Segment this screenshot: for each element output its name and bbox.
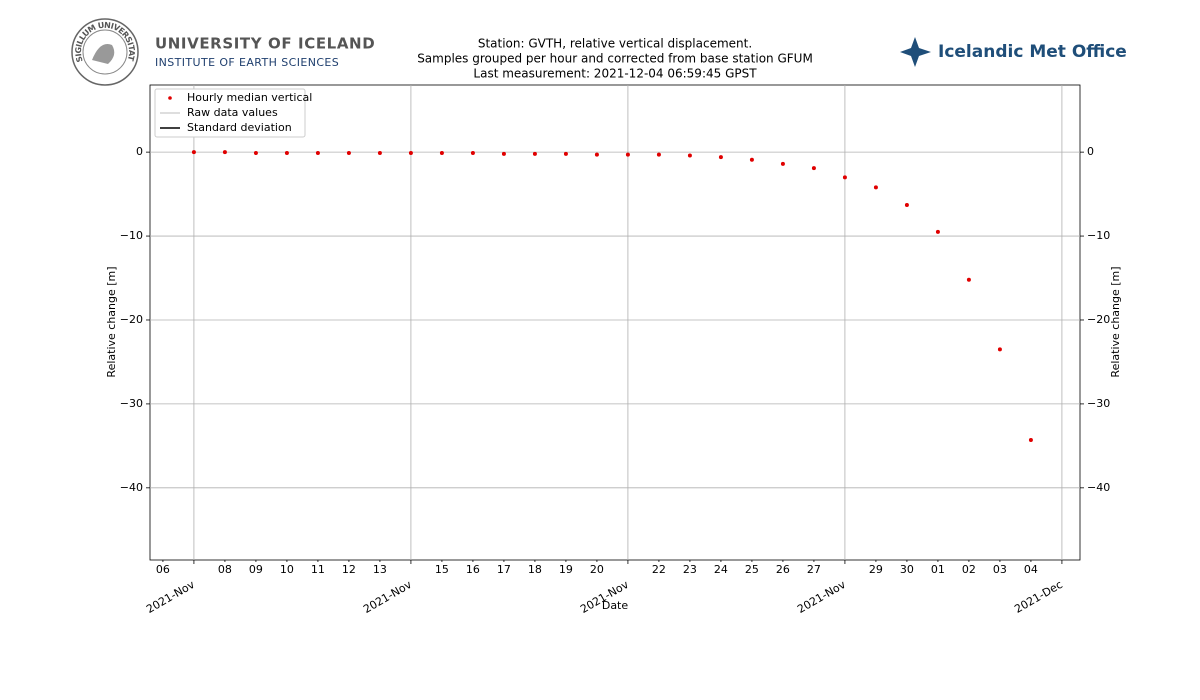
x-minor-tick-label: 04 — [1024, 563, 1038, 576]
university-logo: SIGILLUM UNIVERSITATIS ISLANDIAE UNIVERS… — [0, 0, 375, 86]
y-tick-label: −10 — [120, 229, 143, 242]
legend: Hourly median vertical Raw data values Sta… — [154, 88, 312, 138]
data-point — [780, 161, 785, 166]
x-minor-tick-label: 13 — [373, 563, 387, 576]
seal-figure — [92, 44, 115, 64]
met-office-logo: Icelandic Met Office — [900, 37, 1127, 67]
legend-label: Raw data values — [187, 106, 278, 119]
x-tick-label: 2021-Nov — [144, 578, 197, 616]
x-minor-tick-label: 09 — [249, 563, 263, 576]
y2-tick-label: −10 — [1087, 229, 1110, 242]
data-point — [191, 150, 196, 155]
x-minor-tick-label: 25 — [745, 563, 759, 576]
x-tick-label: 2021-Nov — [795, 578, 848, 616]
seal-inner — [82, 29, 128, 75]
data-point — [253, 150, 258, 155]
x-minor-tick-label: 01 — [931, 563, 945, 576]
data-point — [377, 150, 382, 155]
legend-marker — [168, 96, 172, 100]
chart-title: Last measurement: 2021-12-04 06:59:45 GP… — [473, 67, 757, 81]
x-minor-tick-label: 12 — [342, 563, 356, 576]
x-minor-tick-label: 29 — [869, 563, 883, 576]
data-point — [346, 150, 351, 155]
x-minor-tick-label: 02 — [962, 563, 976, 576]
y2-tick-label: −40 — [1087, 481, 1110, 494]
x-minor-tick-label: 30 — [900, 563, 914, 576]
seal-ring — [71, 18, 139, 86]
university-name: UNIVERSITY OF ICELAND — [155, 35, 375, 53]
data-point — [532, 151, 537, 156]
data-point — [873, 185, 878, 190]
data-point — [625, 152, 630, 157]
seal-text: SIGILLUM UNIVERSITATIS ISLANDIAE — [0, 0, 137, 63]
x-minor-tick-label: 24 — [714, 563, 728, 576]
chart-title: Samples grouped per hour and corrected f… — [417, 52, 813, 66]
y-tick-label: −40 — [120, 481, 143, 494]
data-point — [966, 277, 971, 282]
data-point — [501, 151, 506, 156]
x-minor-tick-label: 23 — [683, 563, 697, 576]
x-minor-tick-label: 08 — [218, 563, 232, 576]
y2-axis-label: Relative change [m] — [1109, 266, 1122, 377]
data-point — [935, 229, 940, 234]
x-minor-tick-label: 27 — [807, 563, 821, 576]
x-minor-tick-label: 11 — [311, 563, 325, 576]
legend-box — [154, 88, 306, 138]
plot-frame — [149, 84, 1081, 561]
met-star — [900, 37, 931, 67]
x-minor-tick-label: 03 — [993, 563, 1007, 576]
y2-tick-label: −30 — [1087, 397, 1110, 410]
x-minor-tick-label: 16 — [466, 563, 480, 576]
data-point — [222, 150, 227, 155]
seal-text-path: SIGILLUM UNIVERSITATIS ISLANDIAE — [0, 0, 137, 63]
data-point — [811, 166, 816, 171]
x-axis-label: Date — [602, 599, 629, 612]
x-minor-tick-label: 19 — [559, 563, 573, 576]
y-tick-label: −30 — [120, 397, 143, 410]
x-tick-label: 2021-Dec — [1012, 578, 1065, 616]
data-point — [904, 203, 909, 208]
x-minor-tick-label: 06 — [156, 563, 170, 576]
data-point — [1028, 437, 1033, 442]
data-point — [563, 151, 568, 156]
data-point — [687, 153, 692, 158]
x-minor-tick-label: 10 — [280, 563, 294, 576]
data-point — [315, 150, 320, 155]
data-point — [842, 175, 847, 180]
data-point — [408, 150, 413, 155]
data-point — [594, 152, 599, 157]
data-point — [718, 155, 723, 160]
x-minor-tick-label: 20 — [590, 563, 604, 576]
data-point — [470, 150, 475, 155]
x-tick-label: 2021-Nov — [361, 578, 414, 616]
data-point — [749, 157, 754, 162]
data-point — [656, 152, 661, 157]
x-minor-tick-label: 26 — [776, 563, 790, 576]
legend-label: Standard deviation — [187, 121, 292, 134]
legend-label: Hourly median vertical — [187, 91, 312, 104]
y-tick-label: −20 — [120, 313, 143, 326]
met-office-name: Icelandic Met Office — [938, 42, 1127, 62]
x-minor-tick-label: 15 — [435, 563, 449, 576]
y-axis-label: Relative change [m] — [105, 266, 118, 377]
y2-tick-label: −20 — [1087, 313, 1110, 326]
x-minor-tick-label: 22 — [652, 563, 666, 576]
data-point — [284, 150, 289, 155]
chart-title: Station: GVTH, relative vertical displac… — [478, 37, 752, 51]
y2-tick-label: 0 — [1087, 145, 1094, 158]
data-point — [439, 150, 444, 155]
x-minor-tick-label: 17 — [497, 563, 511, 576]
x-minor-tick-label: 18 — [528, 563, 542, 576]
y-tick-label: 0 — [136, 145, 143, 158]
data-point — [997, 347, 1002, 352]
institute-name: INSTITUTE OF EARTH SCIENCES — [155, 56, 339, 69]
